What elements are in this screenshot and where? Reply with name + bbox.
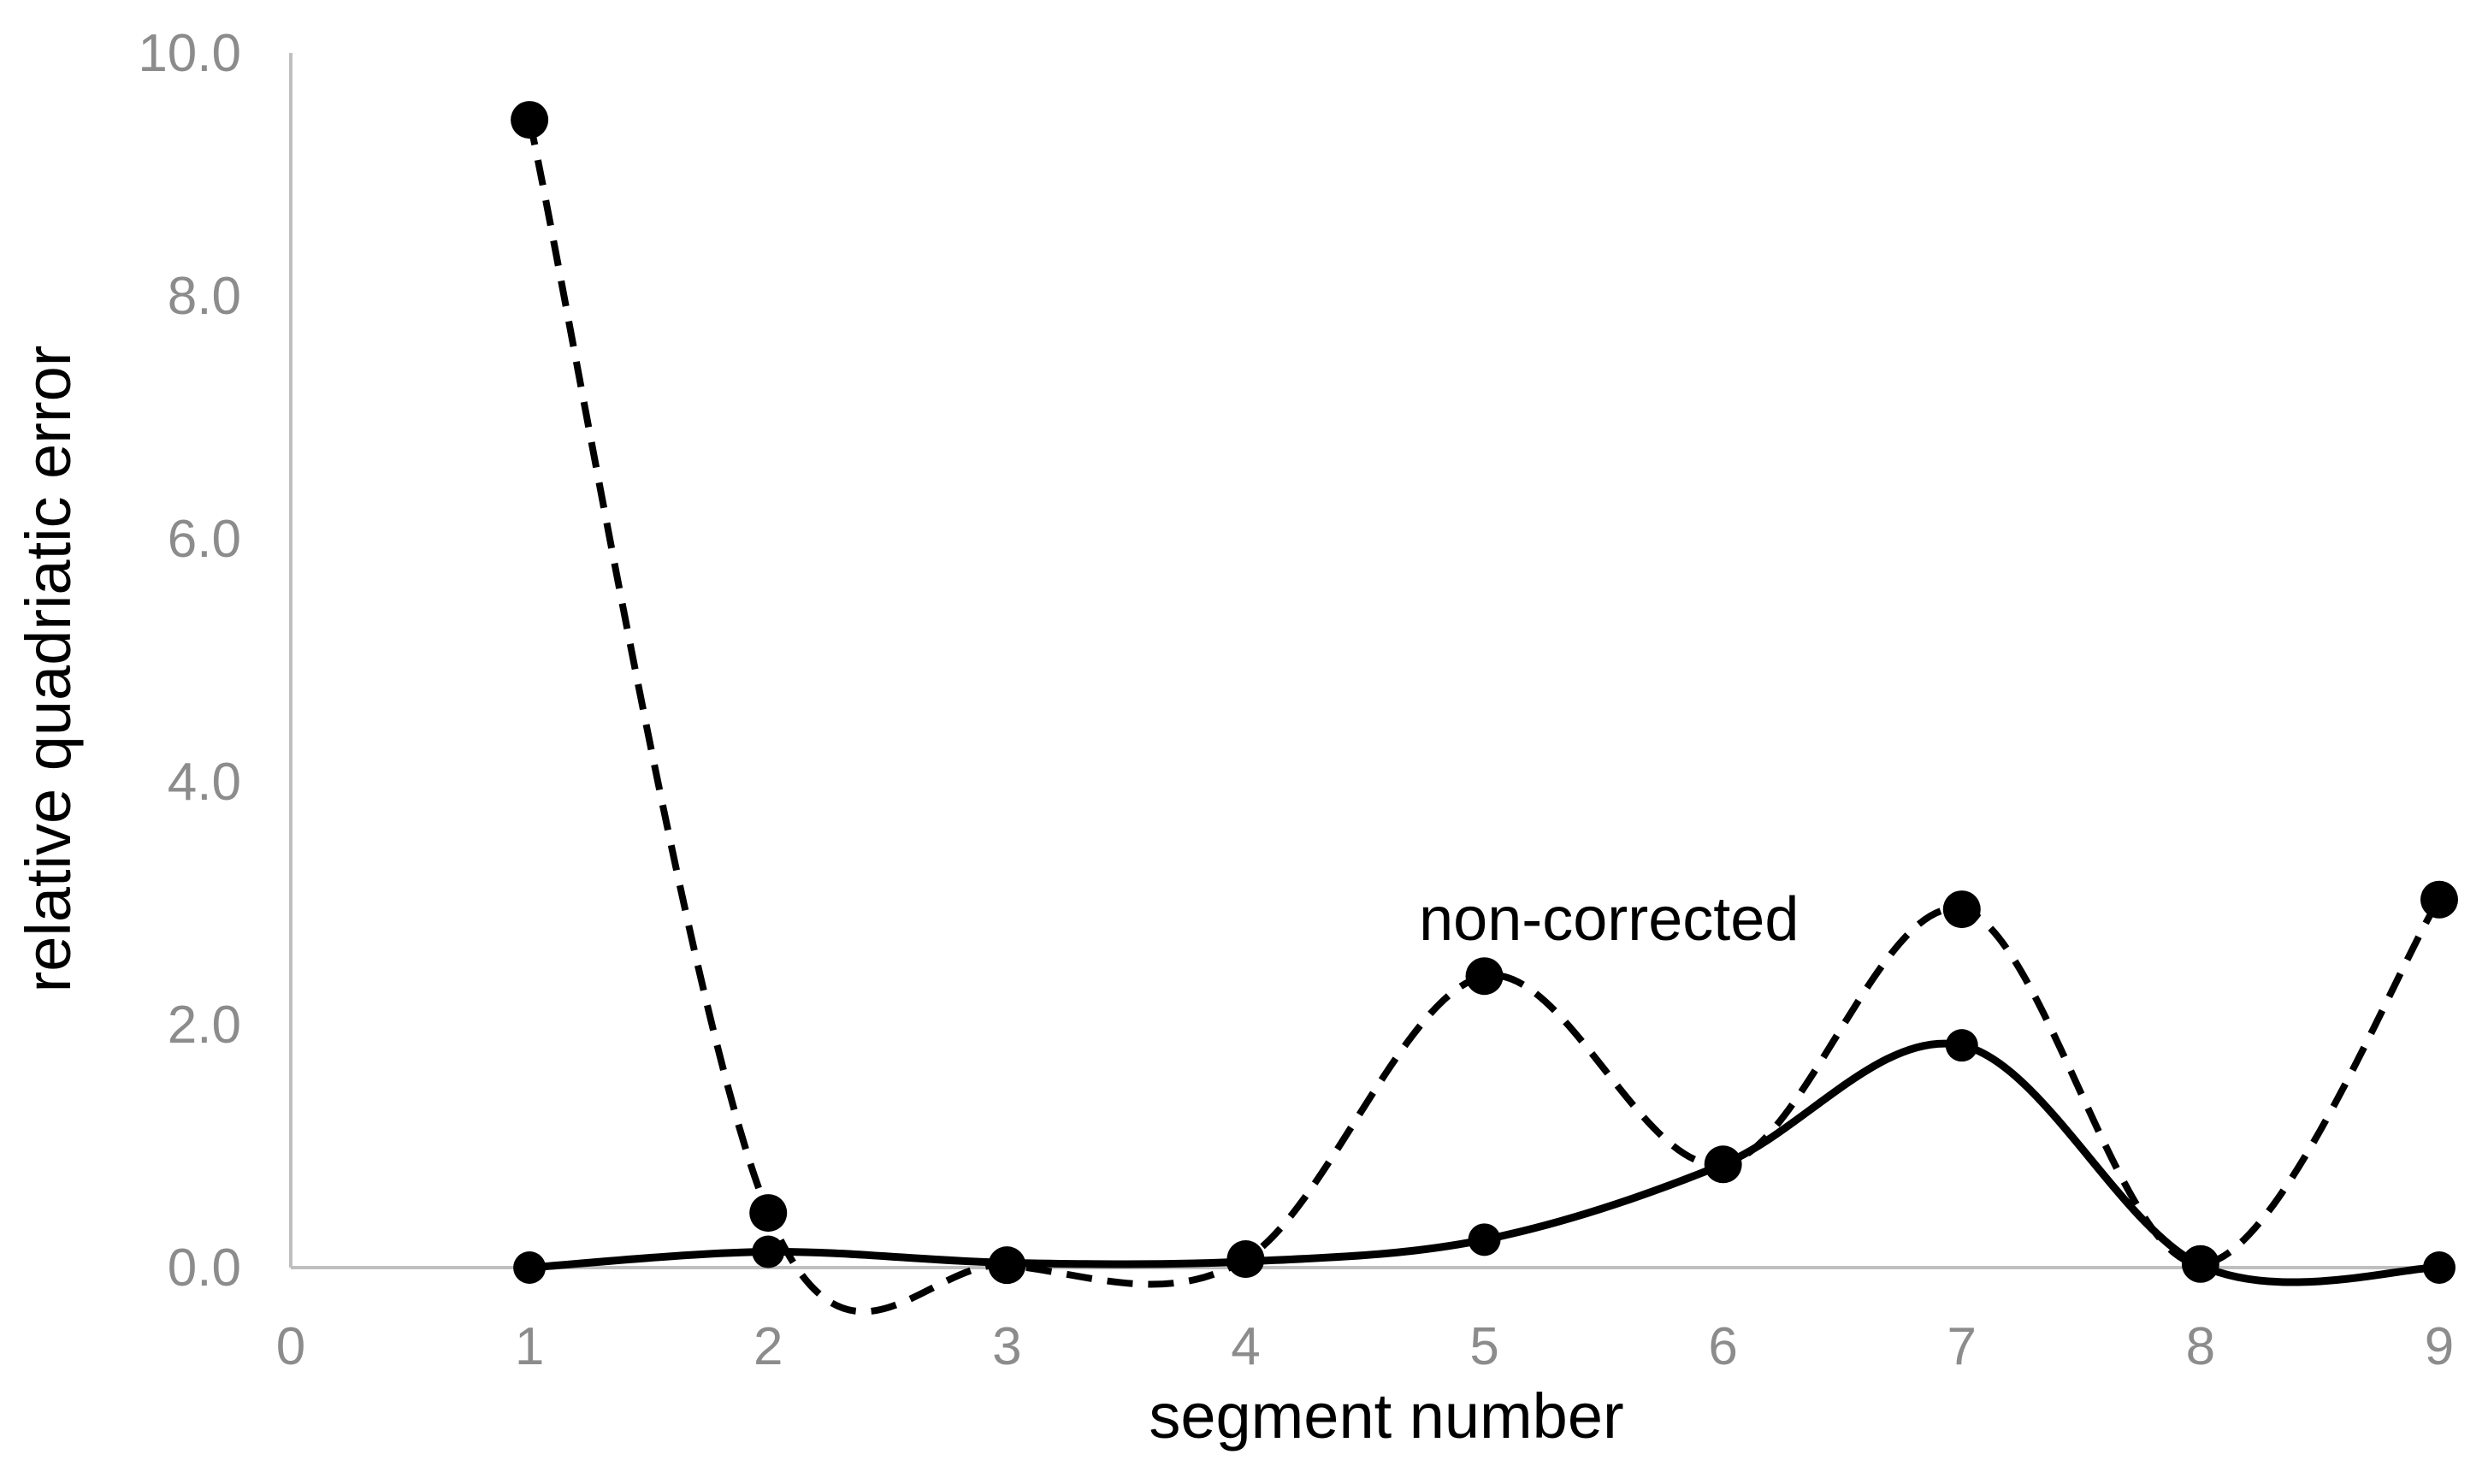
data-point (2420, 880, 2458, 919)
series-dashed (511, 101, 2458, 1315)
data-point (1945, 1029, 1978, 1062)
data-point (1706, 1148, 1740, 1181)
y-tick-label: 10.0 (138, 24, 241, 83)
x-tick-label: 7 (1947, 1317, 1977, 1376)
x-tick-label: 6 (1708, 1317, 1737, 1376)
data-point (511, 101, 549, 139)
series-line-dashed (526, 119, 2443, 1315)
x-axis-title: segment number (1149, 1381, 1623, 1451)
x-tick-label: 9 (2425, 1317, 2454, 1376)
axes (289, 53, 2439, 1269)
series-line-solid (529, 1039, 2440, 1286)
series-solid (513, 1029, 2455, 1286)
data-point (1229, 1245, 1262, 1278)
data-point (749, 1194, 788, 1233)
x-tick-label: 1 (515, 1317, 544, 1376)
x-tick-label: 2 (753, 1317, 783, 1376)
data-point (1942, 890, 1981, 929)
y-tick-label: 8.0 (168, 267, 241, 326)
y-tick-labels: 0.0 2.0 4.0 6.0 8.0 10.0 (138, 24, 241, 1298)
data-point (2423, 1251, 2455, 1284)
x-tick-label: 0 (276, 1317, 305, 1376)
y-tick-label: 2.0 (168, 996, 241, 1055)
x-tick-labels: 0 1 2 3 4 5 6 7 8 9 (276, 1317, 2454, 1376)
x-tick-label: 8 (2186, 1317, 2215, 1376)
y-axis-title: relative quadriatic error (13, 346, 84, 993)
x-tick-label: 3 (992, 1317, 1021, 1376)
data-point (1468, 1223, 1501, 1256)
data-point (2184, 1249, 2217, 1282)
y-tick-label: 0.0 (168, 1239, 241, 1298)
annotation-label: non-corrected (1419, 885, 1799, 954)
series-layer (511, 101, 2458, 1315)
data-point (752, 1235, 785, 1268)
x-tick-label: 5 (1469, 1317, 1498, 1376)
x-tick-label: 4 (1231, 1317, 1260, 1376)
y-tick-label: 4.0 (168, 753, 241, 812)
data-point (513, 1251, 547, 1284)
data-point (1465, 957, 1504, 996)
y-tick-label: 6.0 (168, 510, 241, 569)
data-point (990, 1246, 1024, 1280)
